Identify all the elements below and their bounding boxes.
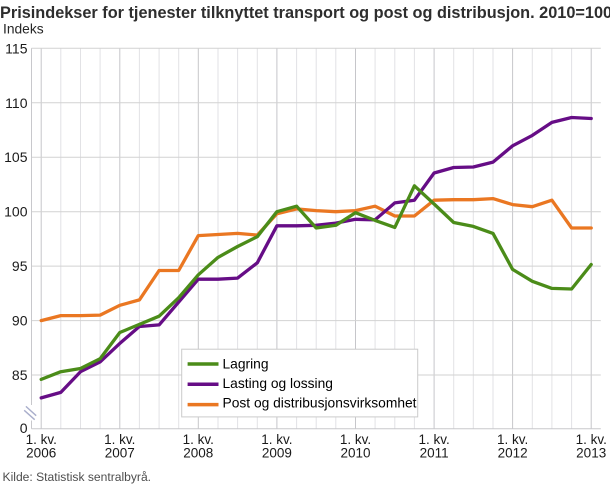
svg-text:2012: 2012	[498, 446, 528, 461]
svg-text:105: 105	[4, 149, 28, 165]
svg-text:110: 110	[5, 95, 28, 111]
svg-text:2007: 2007	[105, 446, 135, 461]
svg-text:115: 115	[5, 40, 28, 56]
svg-text:1. kv.: 1. kv.	[497, 432, 528, 447]
svg-text:Prisindekser for tjenester til: Prisindekser for tjenester tilknyttet tr…	[0, 4, 610, 22]
svg-text:Kilde: Statistisk sentralbyrå.: Kilde: Statistisk sentralbyrå.	[3, 470, 152, 484]
svg-text:1. kv.: 1. kv.	[183, 432, 214, 447]
svg-text:2008: 2008	[183, 446, 213, 461]
svg-text:Lagring: Lagring	[223, 356, 269, 371]
svg-text:1. kv.: 1. kv.	[261, 432, 292, 447]
svg-text:0: 0	[20, 420, 28, 436]
svg-text:100: 100	[4, 204, 28, 220]
svg-text:1. kv.: 1. kv.	[576, 432, 607, 447]
svg-text:2006: 2006	[26, 446, 56, 461]
svg-text:1. kv.: 1. kv.	[104, 432, 135, 447]
svg-text:85: 85	[12, 367, 28, 383]
svg-text:2011: 2011	[420, 446, 449, 461]
svg-text:Lasting og lossing: Lasting og lossing	[223, 376, 333, 391]
svg-text:Post og distribusjonsvirksomhe: Post og distribusjonsvirksomhet	[223, 395, 417, 410]
svg-text:1. kv.: 1. kv.	[418, 432, 449, 447]
svg-text:1. kv.: 1. kv.	[340, 432, 371, 447]
svg-text:2013: 2013	[576, 446, 606, 461]
svg-text:95: 95	[12, 258, 28, 274]
svg-text:2010: 2010	[340, 446, 370, 461]
svg-text:Indeks: Indeks	[3, 22, 44, 37]
svg-text:2009: 2009	[262, 446, 292, 461]
svg-text:1. kv.: 1. kv.	[26, 432, 57, 447]
svg-text:90: 90	[12, 313, 28, 329]
